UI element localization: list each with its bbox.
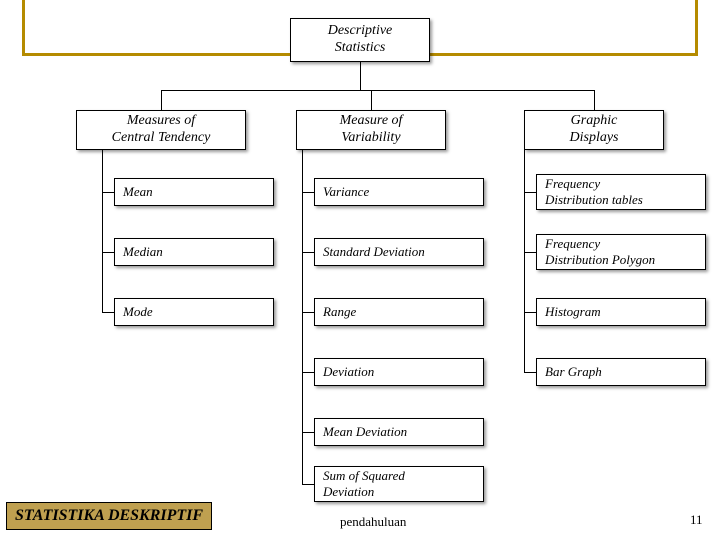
connector-hline [524,192,536,193]
connector-vline [161,90,162,110]
node-gd-child-1: Frequency Distribution Polygon [536,234,706,270]
connector-hline [524,312,536,313]
node-gd-child-0: Frequency Distribution tables [536,174,706,210]
connector-hline [524,252,536,253]
connector-hline [102,192,114,193]
connector-hline [102,252,114,253]
node-var-child-2: Range [314,298,484,326]
connector-hline [102,312,114,313]
node-ct-child-0: Mean [114,178,274,206]
node-var-child-1: Standard Deviation [314,238,484,266]
connector-vline [302,150,303,484]
connector-hline [302,432,314,433]
node-ct-child-1: Median [114,238,274,266]
connector-vline [360,62,361,90]
node-var: Measure of Variability [296,110,446,150]
connector-vline [524,150,525,372]
connector-hline [302,312,314,313]
node-root: Descriptive Statistics [290,18,430,62]
connector-hline [524,372,536,373]
node-ct: Measures of Central Tendency [76,110,246,150]
connector-vline [371,90,372,110]
node-var-child-5: Sum of Squared Deviation [314,466,484,502]
connector-hline [161,90,594,91]
connector-vline [102,150,103,312]
node-gd-child-2: Histogram [536,298,706,326]
connector-vline [594,90,595,110]
connector-hline [302,252,314,253]
footer-subtitle: pendahuluan [340,514,406,530]
connector-hline [302,192,314,193]
node-var-child-0: Variance [314,178,484,206]
connector-hline [302,484,314,485]
node-ct-child-2: Mode [114,298,274,326]
footer-badge: STATISTIKA DESKRIPTIF [6,502,212,530]
page-number: 11 [690,512,703,528]
node-var-child-3: Deviation [314,358,484,386]
node-gd: Graphic Displays [524,110,664,150]
connector-hline [302,372,314,373]
node-var-child-4: Mean Deviation [314,418,484,446]
node-gd-child-3: Bar Graph [536,358,706,386]
